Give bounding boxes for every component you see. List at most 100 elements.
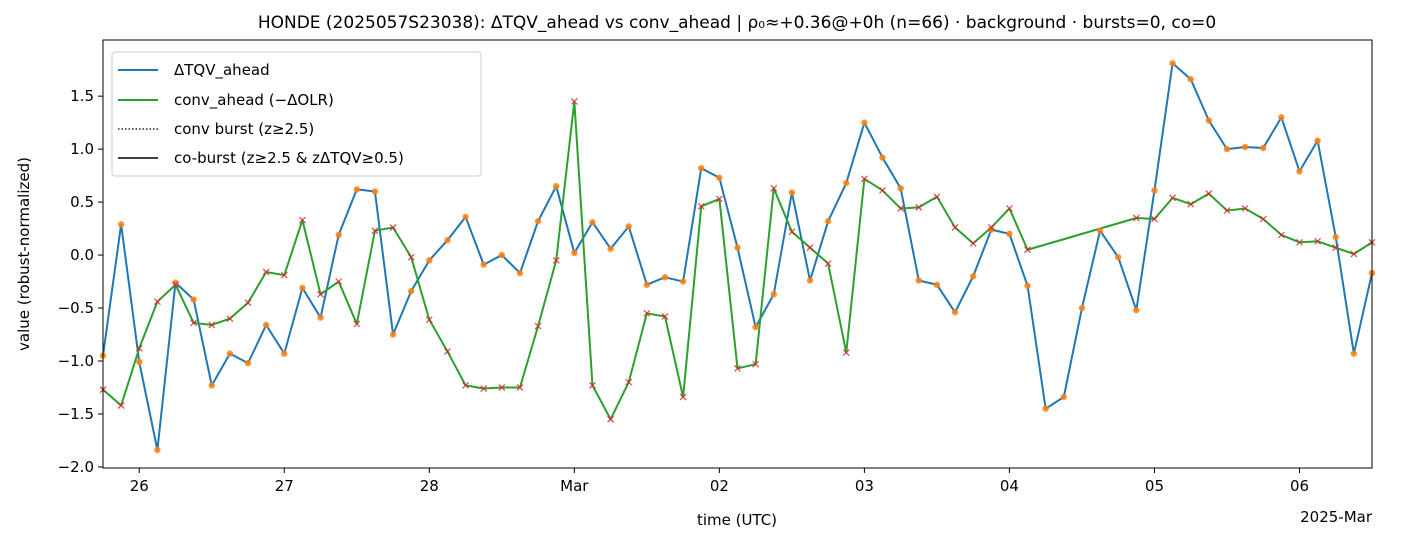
tqv-point bbox=[117, 221, 125, 228]
conv-point bbox=[1259, 215, 1267, 223]
legend: ΔTQV_ahead conv_ahead (−ΔOLR) conv burst… bbox=[111, 51, 482, 177]
tqv-point bbox=[607, 245, 614, 252]
legend-box bbox=[111, 51, 482, 177]
tqv-point bbox=[1314, 137, 1321, 144]
conv-point bbox=[897, 204, 905, 212]
conv-point bbox=[806, 244, 814, 252]
legend-label-burst: conv burst (z≥2.5) bbox=[174, 120, 314, 138]
conv-point bbox=[244, 299, 252, 307]
conv-point bbox=[915, 203, 923, 211]
conv-point bbox=[552, 256, 560, 264]
tqv-point bbox=[661, 274, 669, 281]
tqv-point bbox=[824, 217, 832, 225]
tqv-point bbox=[1223, 145, 1231, 153]
conv-point bbox=[860, 175, 868, 183]
conv-point bbox=[679, 393, 687, 401]
tqv-point bbox=[426, 257, 433, 264]
conv-point bbox=[1132, 214, 1140, 222]
legend-label-conv: conv_ahead (−ΔOLR) bbox=[174, 91, 334, 110]
tqv-point bbox=[1350, 350, 1358, 357]
conv-point bbox=[715, 195, 723, 203]
conv-point bbox=[661, 313, 669, 320]
tqv-point bbox=[1260, 144, 1267, 152]
x-tick-label: Mar bbox=[560, 477, 589, 495]
tqv-point bbox=[444, 237, 451, 244]
conv-point bbox=[1150, 215, 1158, 223]
y-tick-label: 1.0 bbox=[70, 140, 94, 158]
conv-point bbox=[407, 253, 415, 261]
tqv-point bbox=[371, 188, 379, 195]
conv-point bbox=[1241, 204, 1249, 212]
tqv-point bbox=[788, 189, 796, 196]
conv-point bbox=[498, 384, 506, 391]
conv-point bbox=[1169, 194, 1177, 202]
conv-point bbox=[172, 281, 179, 289]
conv-point bbox=[570, 97, 578, 105]
x-tick-label: 05 bbox=[1145, 477, 1164, 495]
x-tick-label: 27 bbox=[275, 477, 294, 495]
y-tick-label: 0.5 bbox=[70, 193, 94, 211]
tqv-point bbox=[698, 164, 705, 172]
conv-point bbox=[1223, 207, 1231, 215]
tqv-point bbox=[734, 244, 741, 251]
tqv-point bbox=[480, 261, 487, 268]
conv-point bbox=[1350, 250, 1358, 258]
tqv-point bbox=[1006, 230, 1013, 238]
tqv-point bbox=[625, 223, 632, 230]
x-tick-label: 03 bbox=[855, 477, 874, 495]
plot-frame bbox=[102, 39, 1373, 469]
conv-point bbox=[824, 260, 832, 267]
tqv-point bbox=[716, 174, 723, 181]
conv-point bbox=[625, 378, 633, 386]
x-tick-label: 02 bbox=[710, 477, 729, 495]
conv-point bbox=[1277, 231, 1285, 239]
conv-point bbox=[516, 384, 524, 391]
tqv-point bbox=[1024, 282, 1031, 289]
tqv-point bbox=[679, 278, 687, 285]
conv-point bbox=[842, 349, 850, 356]
conv-point bbox=[226, 315, 234, 323]
tqv-point bbox=[843, 179, 850, 187]
tqv-point bbox=[407, 287, 415, 295]
conv-point bbox=[752, 360, 760, 368]
tqv-point bbox=[951, 309, 959, 316]
conv-point bbox=[208, 321, 216, 329]
conv-point bbox=[734, 364, 741, 372]
conv-point bbox=[607, 415, 615, 423]
conv-point bbox=[788, 228, 796, 236]
y-tick-label: 1.5 bbox=[70, 87, 94, 105]
conv-point bbox=[117, 402, 125, 409]
tqv-point bbox=[389, 331, 397, 338]
conv-point bbox=[1332, 244, 1340, 252]
tqv-point bbox=[136, 358, 143, 366]
tqv-point bbox=[353, 186, 360, 193]
tqv-point bbox=[879, 154, 886, 161]
y-tick-label: −1.5 bbox=[58, 405, 94, 423]
tqv-point bbox=[915, 277, 922, 284]
tqv-point bbox=[988, 226, 995, 233]
tqv-point bbox=[190, 296, 197, 303]
conv-point bbox=[153, 298, 161, 306]
y-axis: 1.5 1.0 0.5 0.0 −0.5 −1.0 −1.5 −2.0 bbox=[58, 87, 103, 476]
tqv-point bbox=[571, 249, 578, 257]
y-tick-label: 0.0 bbox=[70, 246, 94, 264]
tqv-point bbox=[1060, 393, 1068, 401]
series-line-conv bbox=[102, 100, 1373, 421]
conv-point bbox=[643, 309, 651, 317]
tqv-point bbox=[244, 359, 252, 367]
conv-point bbox=[1205, 190, 1213, 198]
tqv-point bbox=[1187, 75, 1194, 83]
y-axis-label: value (robust-normalized) bbox=[15, 157, 33, 351]
legend-label-tqv: ΔTQV_ahead bbox=[174, 61, 270, 80]
conv-point bbox=[298, 216, 306, 224]
conv-point bbox=[697, 202, 705, 210]
tqv-point bbox=[1042, 405, 1049, 412]
tqv-point bbox=[1078, 304, 1086, 312]
conv-point bbox=[1296, 238, 1303, 246]
conv-point bbox=[317, 290, 325, 298]
tqv-point bbox=[933, 281, 941, 288]
conv-point bbox=[462, 381, 470, 389]
conv-point bbox=[425, 316, 433, 324]
y-tick-label: −0.5 bbox=[58, 299, 94, 317]
